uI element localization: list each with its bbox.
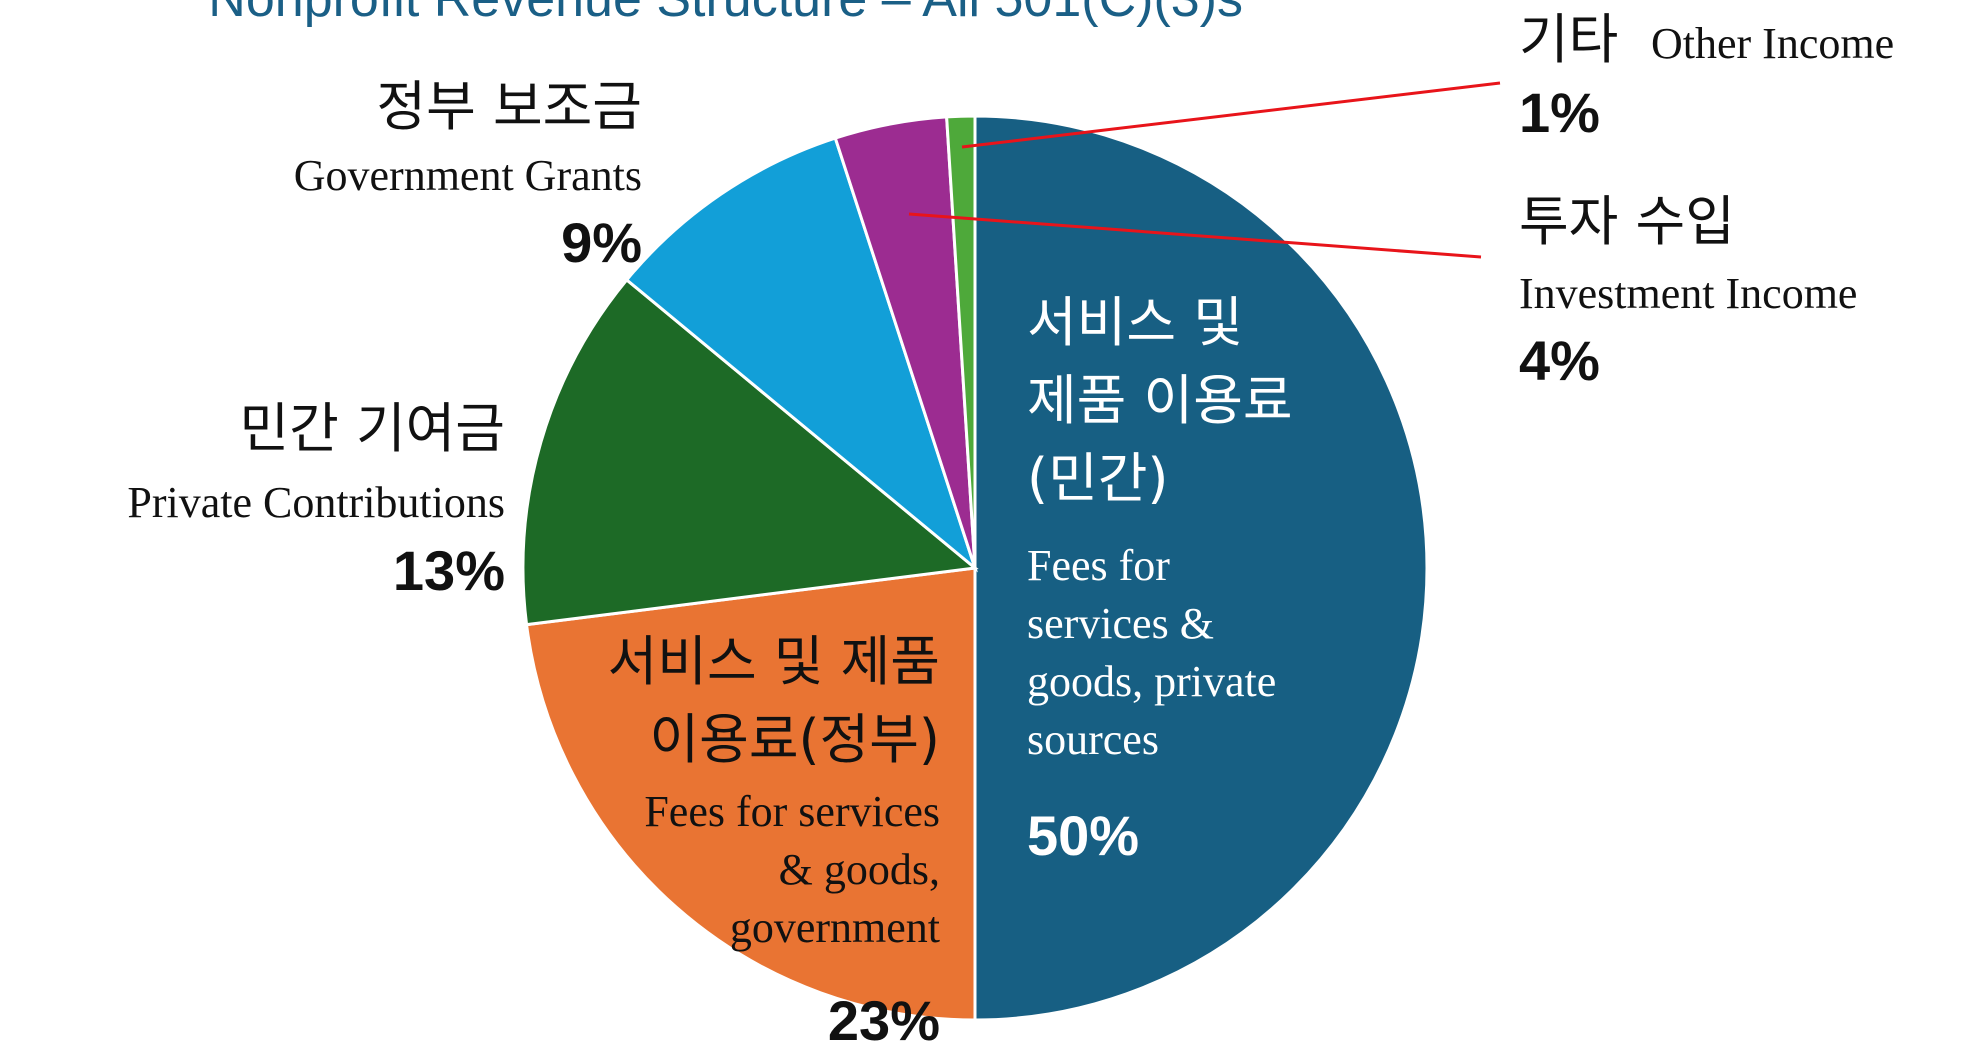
category-label-en: Investment Income xyxy=(1519,269,1857,318)
pie-slice xyxy=(973,114,1429,1022)
category-label: 서비스 및 제품 이용료(정부) xyxy=(608,630,940,771)
category-label: 투자 수입 xyxy=(1519,190,1735,253)
pie-slice xyxy=(624,136,979,573)
value-label: 1% xyxy=(1519,81,1600,144)
category-label: 기타 xyxy=(1519,8,1618,71)
pie-slice xyxy=(524,566,977,1022)
category-label-en: Government Grants xyxy=(294,151,642,200)
value-label: 9% xyxy=(561,211,642,274)
pie-slice xyxy=(945,114,977,569)
category-label: 서비스 및 제품 이용료 (민간) xyxy=(1027,291,1293,510)
value-label: 13% xyxy=(393,539,505,602)
category-label: 정부 보조금 xyxy=(376,75,642,138)
leader-line xyxy=(961,81,1501,149)
value-label: 23% xyxy=(828,989,940,1048)
category-label-en: Fees for services & goods, private sources xyxy=(1027,541,1276,764)
value-label: 4% xyxy=(1519,329,1600,392)
category-label-en: Other Income xyxy=(1651,19,1894,68)
category-label: 민간 기여금 xyxy=(239,397,505,460)
category-label-en: Private Contributions xyxy=(127,478,505,527)
leader-line xyxy=(908,212,1482,259)
category-label-en: Fees for services & goods, government xyxy=(644,787,940,952)
chart-title: Nonprofit Revenue Structure – All 501(C)… xyxy=(208,0,1243,28)
value-label: 50% xyxy=(1027,804,1139,867)
pie-slice xyxy=(521,277,979,627)
